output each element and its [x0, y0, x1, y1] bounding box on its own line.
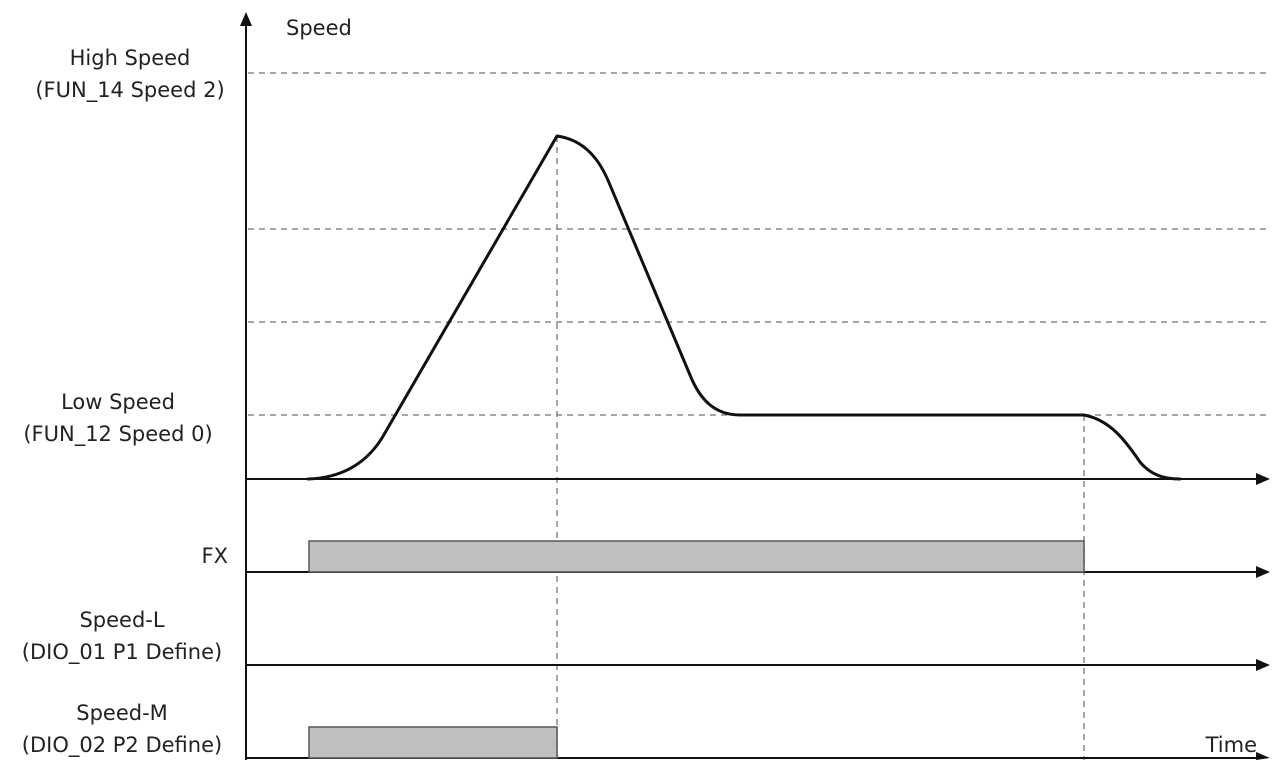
high-speed-param-label: (FUN_14 Speed 2) [35, 78, 224, 103]
speed-l-label: Speed-L [79, 608, 164, 632]
speed-m-baseline-arrow-icon [1256, 752, 1270, 760]
low-speed-param-label: (FUN_12 Speed 0) [23, 422, 212, 447]
fx-signal-label: FX [202, 544, 228, 568]
speed-profile-curve [306, 134, 1182, 481]
speed-l-param-label: (DIO_01 P1 Define) [22, 640, 222, 665]
speed-l-baseline-arrow-icon [1256, 659, 1270, 671]
y-axis-label: Speed [286, 16, 352, 40]
high-speed-label: High Speed [70, 46, 191, 70]
speed-m-signal-pulse [308, 726, 558, 759]
low-speed-label: Low Speed [61, 390, 175, 414]
speed-time-axis-arrow-icon [1256, 473, 1270, 485]
fx-baseline-arrow-icon [1256, 566, 1270, 578]
fx-signal-pulse [308, 540, 1085, 573]
speed-axis-arrow-icon [240, 12, 252, 26]
speed-m-param-label: (DIO_02 P2 Define) [22, 733, 222, 758]
x-axis-label: Time [1205, 733, 1257, 757]
speed-m-label: Speed-M [76, 701, 168, 725]
